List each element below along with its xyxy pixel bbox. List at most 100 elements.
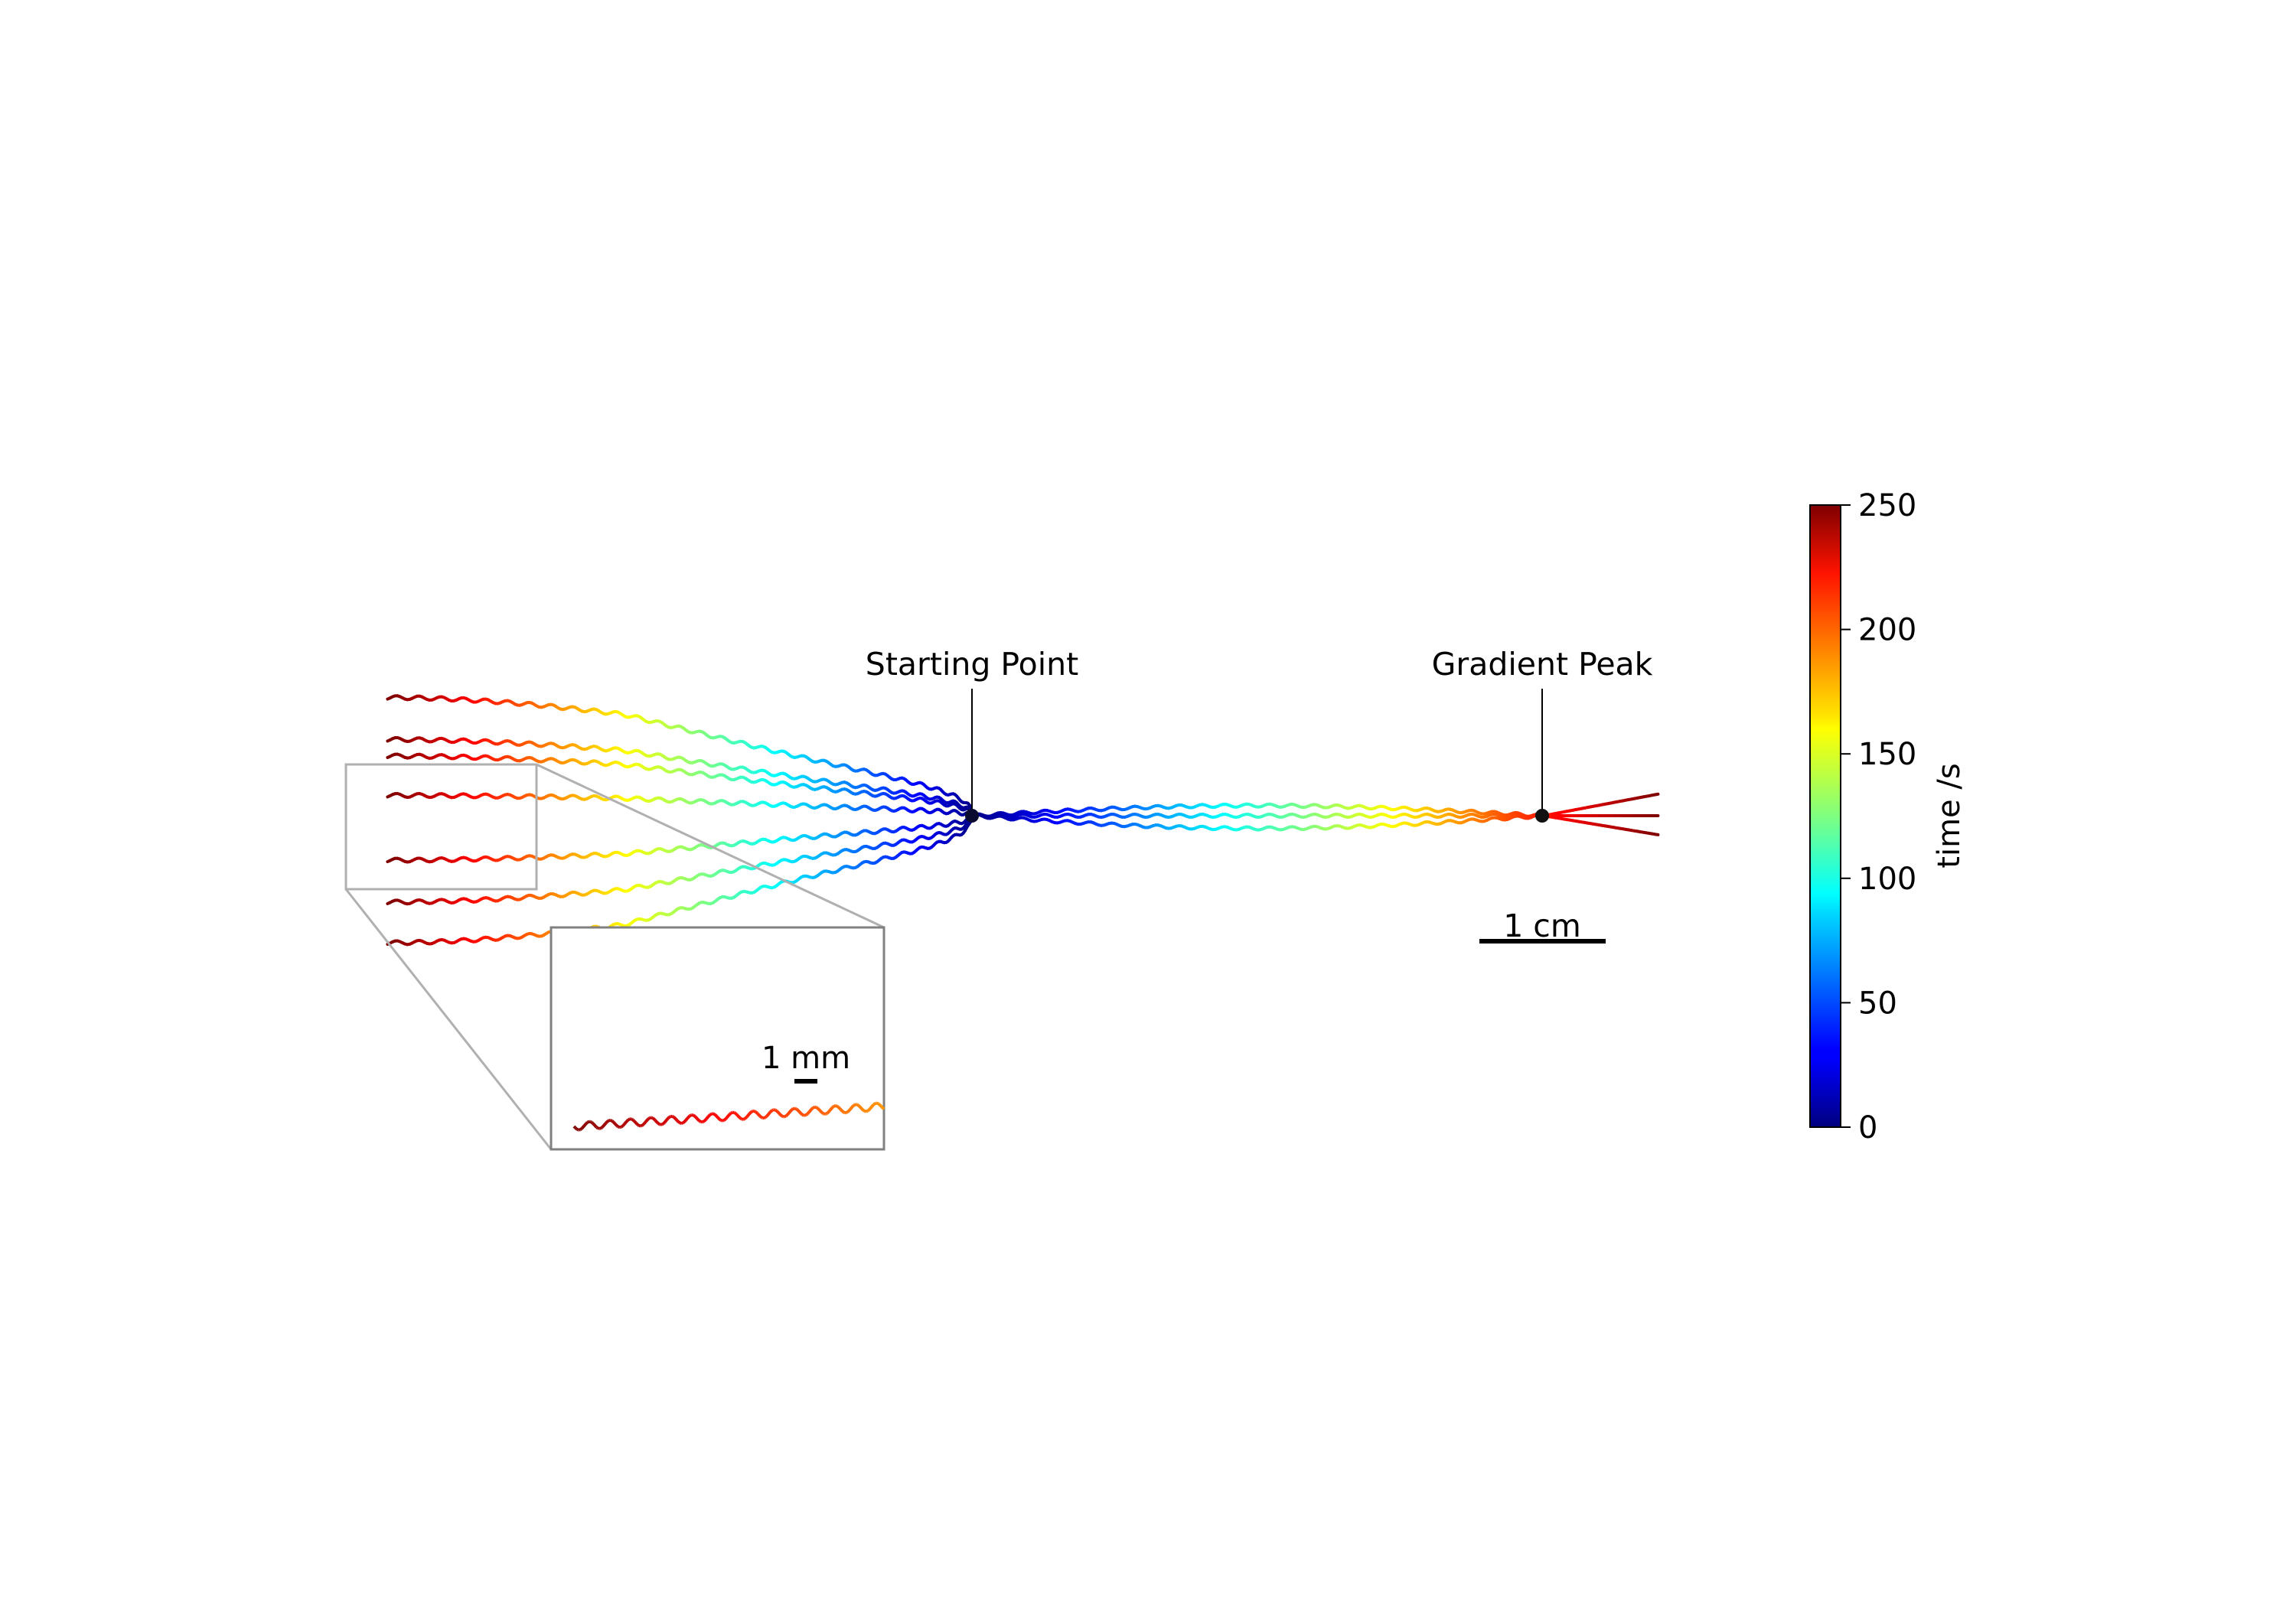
inset-trajectory-segment [626, 1121, 627, 1123]
inset-trajectory-segment [669, 1116, 670, 1117]
inset-trajectory-segment [851, 1107, 852, 1109]
inset-trajectory-segment [830, 1109, 831, 1110]
inset-trajectory-segment [730, 1113, 731, 1114]
inset-trajectory-segment [612, 1121, 613, 1122]
scale-bar-label: 1 cm [1503, 908, 1581, 944]
inset-trajectory-segment [864, 1111, 865, 1112]
inset-trajectory-segment [613, 1122, 614, 1123]
inset-trajectory-segment [621, 1126, 622, 1127]
inset-trajectory-segment [668, 1117, 669, 1118]
inset-trajectory-segment [726, 1117, 727, 1119]
inset-trajectory-segment [813, 1107, 814, 1108]
inset-trajectory-segment [706, 1118, 707, 1120]
inset-trajectory-segment [583, 1126, 584, 1127]
inset-trajectory-segment [607, 1121, 608, 1122]
inset-trajectory-segment [716, 1116, 717, 1118]
inset-trajectory-segment [588, 1122, 589, 1123]
inset-trajectory-segment [818, 1109, 819, 1110]
inset-trajectory-segment [595, 1126, 596, 1127]
inset-trajectory-segment [810, 1109, 811, 1110]
inset-trajectory-segment [585, 1123, 586, 1125]
inset-trajectory-segment [728, 1115, 729, 1116]
gradient-peak-annotation: Gradient Peak [1432, 646, 1653, 823]
inset-trajectory-segment [664, 1122, 665, 1123]
inset-trajectory-segment [792, 1109, 793, 1110]
trajectory-left-3 [387, 816, 972, 862]
trajectory-left-1 [387, 816, 972, 944]
trajectory-left-2-segment [387, 903, 390, 904]
trajectory-left-6-segment [387, 740, 390, 741]
inset-trajectory-segment [812, 1108, 813, 1109]
inset-trajectory-segment [866, 1111, 867, 1112]
inset-trajectory-segment [673, 1116, 674, 1117]
inset-trajectory-segment [852, 1106, 853, 1107]
inset-trajectory-segment [663, 1123, 664, 1124]
inset-trajectory-segment [654, 1120, 655, 1121]
trajectory-left-5-segment [387, 757, 390, 758]
inset-trajectory-segment [798, 1110, 799, 1111]
inset-trajectory-segment [839, 1107, 840, 1108]
starting-point-marker [965, 809, 979, 823]
inset-trajectory-segment [721, 1120, 722, 1121]
inset-trajectory-segment [662, 1124, 663, 1125]
inset-trajectory-segment [608, 1120, 609, 1121]
inset-trajectory-segment [597, 1127, 598, 1128]
inset-trajectory-segment [796, 1109, 797, 1110]
inset-trajectory-segment [880, 1105, 881, 1106]
inset-trajectory-segment [861, 1108, 862, 1109]
inset-trajectory-segment [727, 1116, 728, 1118]
inset-trajectory-segment [644, 1123, 645, 1124]
inset-trajectory-segment [707, 1116, 708, 1118]
inset-trajectory-segment [842, 1110, 843, 1111]
inset-trajectory-segment [618, 1127, 619, 1128]
inset-trajectory-segment [715, 1114, 716, 1115]
inset-trajectory-segment [883, 1108, 884, 1109]
zoom-source-box [346, 764, 536, 889]
inset-trajectory-segment [582, 1127, 583, 1129]
inset-trajectory-segment [799, 1112, 800, 1113]
inset-trajectory-segment [768, 1113, 769, 1115]
inset-trajectory-segment [816, 1107, 817, 1108]
inset-trajectory-segment [780, 1114, 781, 1115]
inset-trajectory-segment [699, 1120, 700, 1121]
colorbar-tick-label: 200 [1858, 613, 1916, 648]
inset-trajectory-segment [606, 1122, 607, 1123]
inset-trajectory-segment [594, 1124, 595, 1126]
inset-trajectory-segment [760, 1116, 761, 1117]
inset-trajectory-segment [858, 1105, 859, 1106]
colorbar-gradient [1810, 505, 1841, 1127]
trajectory-peak-1-segment [1655, 834, 1658, 835]
gradient-peak-marker [1535, 809, 1549, 823]
inset-trajectory-segment [645, 1121, 646, 1123]
inset-trajectory-segment [801, 1114, 802, 1115]
zoom-connector-bottom [346, 889, 551, 1149]
inset-trajectory-segment [591, 1122, 592, 1123]
inset-trajectory-segment [686, 1120, 687, 1121]
inset-trajectory-segment [775, 1110, 776, 1111]
inset-trajectory-segment [636, 1123, 637, 1125]
inset-trajectory-segment [642, 1125, 643, 1126]
inset-trajectory-segment [737, 1115, 738, 1116]
inset-trajectory-segment [809, 1112, 810, 1113]
inset-trajectory-segment [756, 1112, 757, 1113]
inset-trajectory-segment [667, 1119, 668, 1120]
inset-trajectory-segment [795, 1109, 796, 1110]
inset-trajectory-segment [878, 1103, 879, 1104]
inset-trajectory-segment [854, 1105, 855, 1106]
inset-trajectory-segment [635, 1122, 636, 1123]
inset-trajectory-segment [650, 1118, 651, 1119]
inset-trajectory-segment [846, 1112, 847, 1113]
inset-scale-bar-label: 1 mm [762, 1041, 850, 1076]
colorbar-tick-label: 50 [1858, 986, 1897, 1021]
inset-trajectory-segment [837, 1106, 838, 1107]
inset-trajectory-segment [685, 1120, 686, 1121]
inset-trajectory-segment [592, 1123, 593, 1124]
inset-trajectory-segment [674, 1117, 675, 1118]
inset-trajectory-segment [764, 1117, 765, 1118]
inset-trajectory-segment [577, 1129, 578, 1130]
inset-trajectory-segment [778, 1113, 779, 1114]
inset-panel: 1 mm [551, 927, 884, 1149]
inset-trajectory-segment [666, 1120, 667, 1121]
